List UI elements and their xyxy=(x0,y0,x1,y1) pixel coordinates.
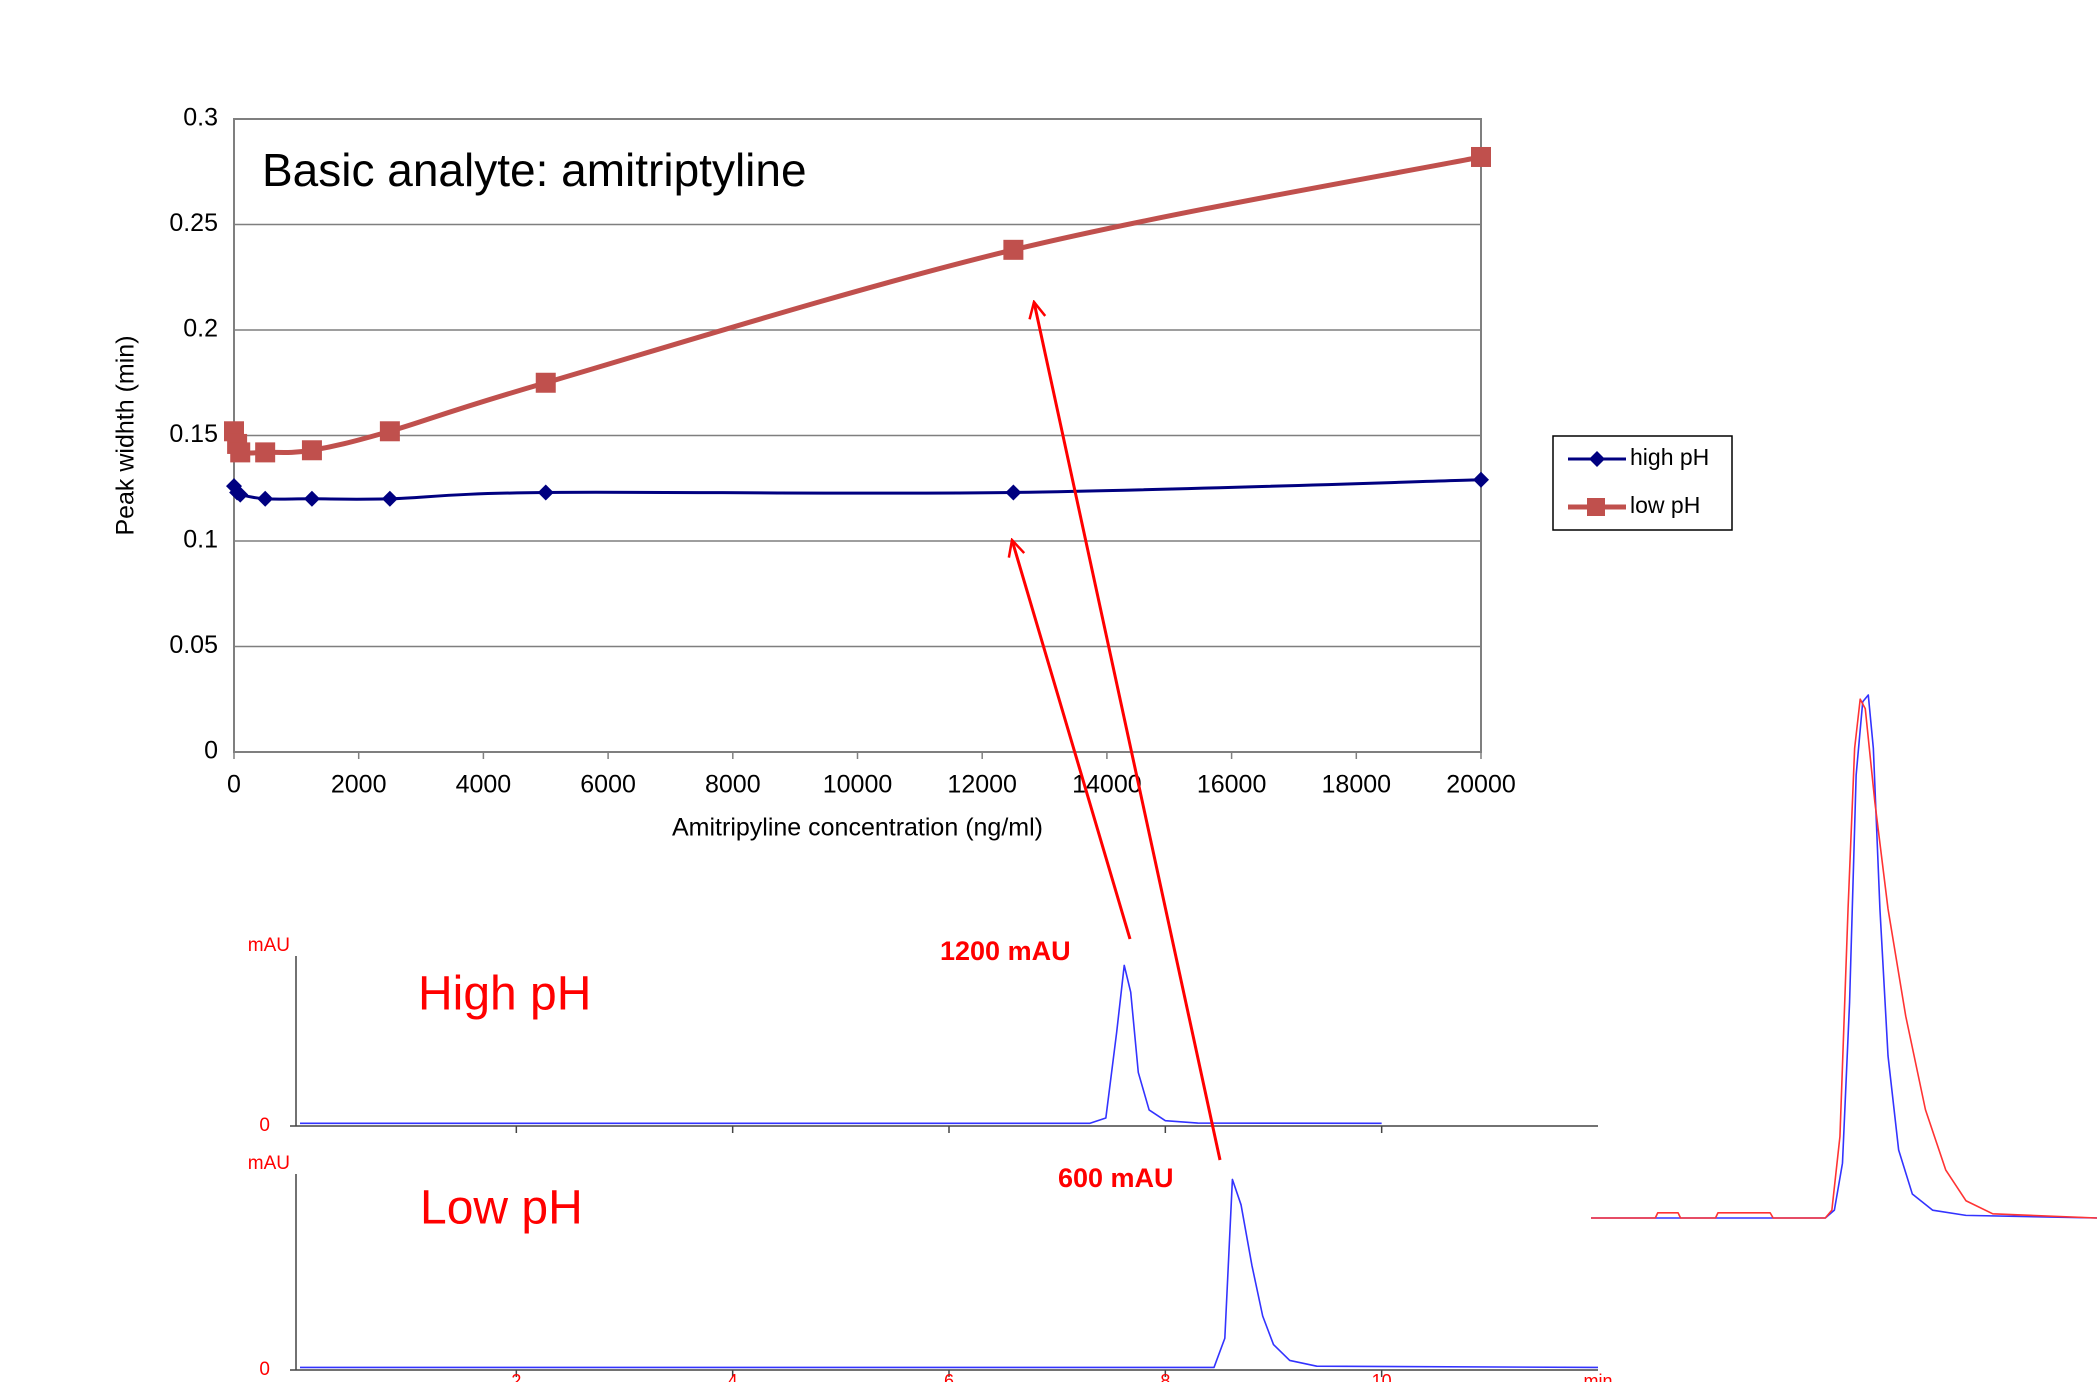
x-axis-label: min xyxy=(1583,1371,1612,1382)
series-line xyxy=(300,1178,1599,1369)
series-line xyxy=(300,964,1382,1125)
y-tick-label: 0.15 xyxy=(169,420,218,448)
x-axis-label: Amitripyline concentration (ng/ml) xyxy=(672,814,1043,842)
legend-box xyxy=(1552,435,1733,531)
x-tick-label: 18000 xyxy=(1322,771,1392,799)
x-tick-label: 6000 xyxy=(580,771,636,799)
marker xyxy=(232,486,249,503)
arrow xyxy=(1012,540,1132,940)
y-tick-label: 0.3 xyxy=(183,104,218,132)
x-tick-label: 20000 xyxy=(1446,771,1516,799)
marker xyxy=(537,484,554,501)
x-tick-label: 10 xyxy=(1372,1371,1392,1382)
legend-label: low pH xyxy=(1630,492,1700,518)
marker xyxy=(1003,239,1024,260)
x-tick-label: 2 xyxy=(511,1371,521,1382)
legend-marker xyxy=(1587,498,1605,516)
y-axis-label: mAU xyxy=(248,935,290,956)
y-tick-label: 0.05 xyxy=(169,631,218,659)
marker xyxy=(255,442,276,463)
marker xyxy=(1471,146,1491,167)
legend-label: high pH xyxy=(1630,444,1709,470)
y-tick-label: 0 xyxy=(259,1359,270,1380)
y-tick-label: 0.2 xyxy=(183,315,218,343)
x-tick-label: 8 xyxy=(1160,1371,1170,1382)
x-tick-label: 6 xyxy=(944,1371,954,1382)
panel-label: High pH xyxy=(418,968,591,1021)
peak-label: 1200 mAU xyxy=(940,936,1071,966)
marker xyxy=(535,372,556,393)
series-line xyxy=(1591,698,2097,1219)
marker xyxy=(230,442,251,463)
marker xyxy=(303,490,320,507)
y-axis-label: mAU xyxy=(248,1153,290,1174)
peak-label: 600 mAU xyxy=(1058,1163,1174,1193)
x-tick-label: 16000 xyxy=(1197,771,1267,799)
x-tick-label: 4 xyxy=(728,1371,738,1382)
y-tick-label: 0 xyxy=(204,737,218,765)
marker xyxy=(301,440,322,461)
arrow xyxy=(1034,302,1222,1161)
marker xyxy=(1005,484,1022,501)
charts: 0 0.05 0.1 0.15 0.2 0.25 0.3 0 2000 4000 6000 8000 1… xyxy=(112,104,2097,1382)
x-tick-label: 4000 xyxy=(456,771,512,799)
marker xyxy=(1473,471,1489,488)
x-tick-label: 8000 xyxy=(705,771,761,799)
x-tick-label: 10000 xyxy=(823,771,893,799)
series-line xyxy=(1591,694,2097,1219)
series-line xyxy=(232,478,1482,501)
y-axis-label: Peak widhth (min) xyxy=(112,335,140,535)
marker xyxy=(381,490,398,507)
y-tick-label: 0.1 xyxy=(183,526,218,554)
y-tick-label: 0.25 xyxy=(169,209,218,237)
legend-marker xyxy=(1589,451,1605,467)
panel-label: Low pH xyxy=(420,1182,583,1235)
chart-title: Basic analyte: amitriptyline xyxy=(262,144,807,196)
marker xyxy=(379,421,400,442)
marker xyxy=(257,490,274,507)
x-tick-label: 0 xyxy=(227,771,241,799)
x-tick-label: 2000 xyxy=(331,771,387,799)
series-line xyxy=(231,154,1482,456)
x-tick-label: 12000 xyxy=(947,771,1017,799)
y-tick-label: 0 xyxy=(259,1115,270,1136)
